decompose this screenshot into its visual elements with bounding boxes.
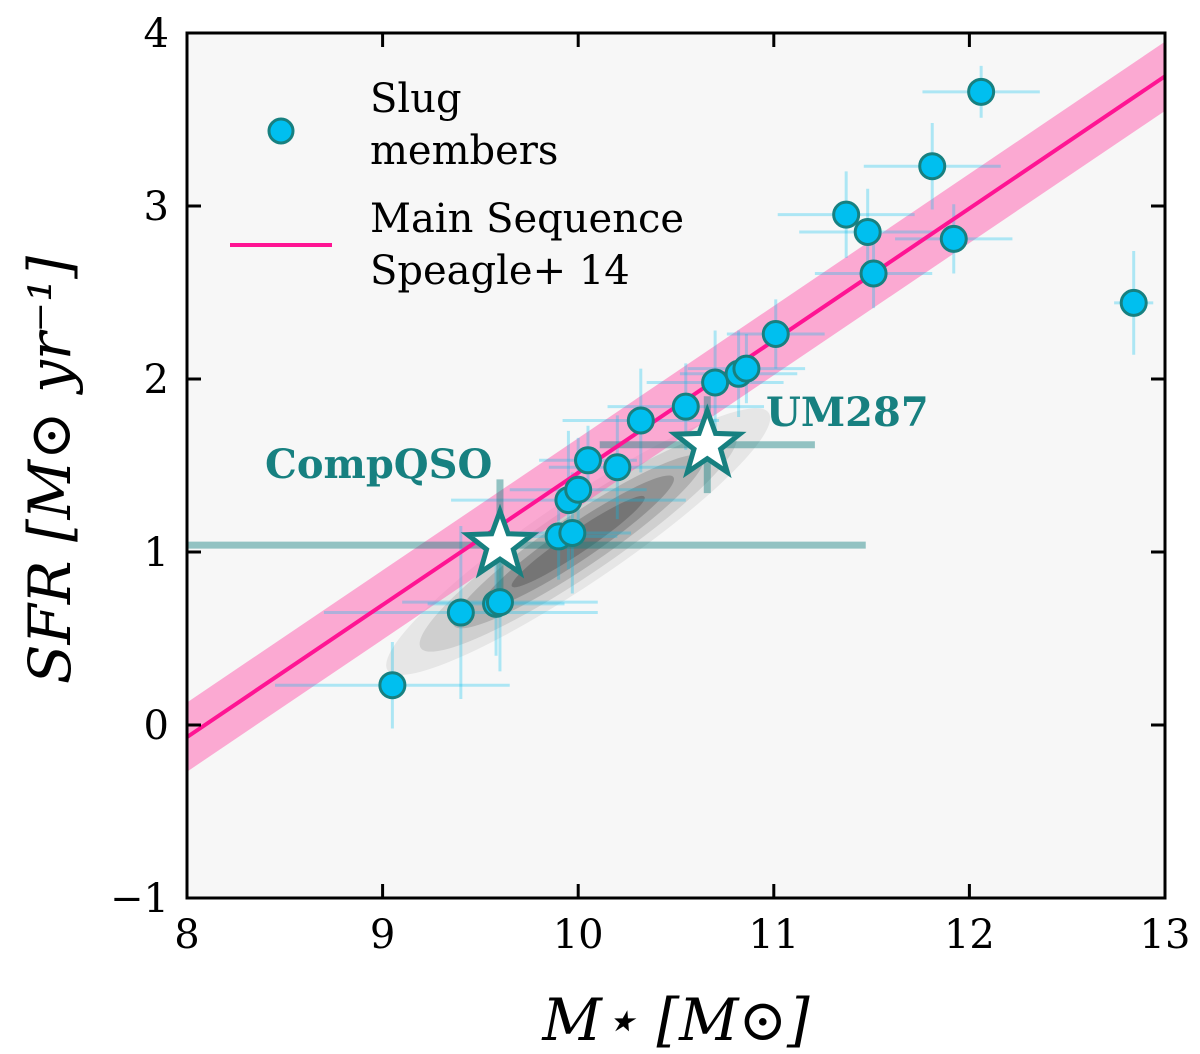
slug-point-12 [671,392,700,421]
y-axis-label: SFR [M⊙ yr⁻¹] [16,256,84,684]
slug-point-9 [573,446,602,475]
slug-point-19 [859,259,888,288]
x-tick-label-11: 11 [748,912,799,958]
slug-point-18 [853,217,882,246]
x-tick-label-9: 9 [370,912,395,958]
slug-members-points [378,77,1148,700]
x-tick-label-12: 12 [944,912,995,958]
slug-point-13 [701,368,730,397]
axis-ticks [187,33,1165,898]
um287-star [668,403,747,479]
compqso-star [460,503,540,579]
plot-frame [185,31,1167,900]
legend-label-ms-line2: Speagle+ 14 [370,248,630,294]
um287-label: UM287 [766,389,929,436]
slug-point-17 [832,200,861,229]
slug-point-4 [485,588,514,617]
y-tick-label-2: 1 [144,530,169,576]
slug-point-8 [564,475,593,504]
legend-marker-slug [267,117,295,145]
slug-point-21 [939,224,968,253]
y-tick-label-1: 0 [144,703,169,749]
slug-point-20 [918,152,947,181]
x-axis-label: M⋆ [M⊙] [541,986,810,1054]
legend-label-slug-line2: members [370,128,558,174]
x-tick-label-13: 13 [1140,912,1191,958]
y-tick-label-3: 2 [144,357,169,403]
slug-point-10 [603,453,632,482]
x-tick-label-8: 8 [174,912,199,958]
y-tick-label-0: −1 [110,876,169,922]
slug-point-15 [732,354,761,383]
slug-point-2 [446,598,475,627]
slug-point-16 [761,320,790,349]
legend: Slug members Main Sequence Speagle+ 14 [230,76,684,294]
slug-point-1 [378,671,407,700]
slug-point-23 [1119,288,1148,317]
legend-label-ms-line1: Main Sequence [370,196,684,242]
y-tick-label-4: 3 [144,184,169,230]
plot-layer [187,41,1165,772]
y-tick-label-5: 4 [144,11,169,57]
slug-point-11 [626,406,655,435]
slug-point-22 [967,77,996,106]
slug-point-7 [558,518,587,547]
x-tick-label-10: 10 [553,912,604,958]
compqso-label: CompQSO [265,441,492,488]
quasar-stars [460,403,747,579]
legend-label-slug-line1: Slug [370,76,462,122]
